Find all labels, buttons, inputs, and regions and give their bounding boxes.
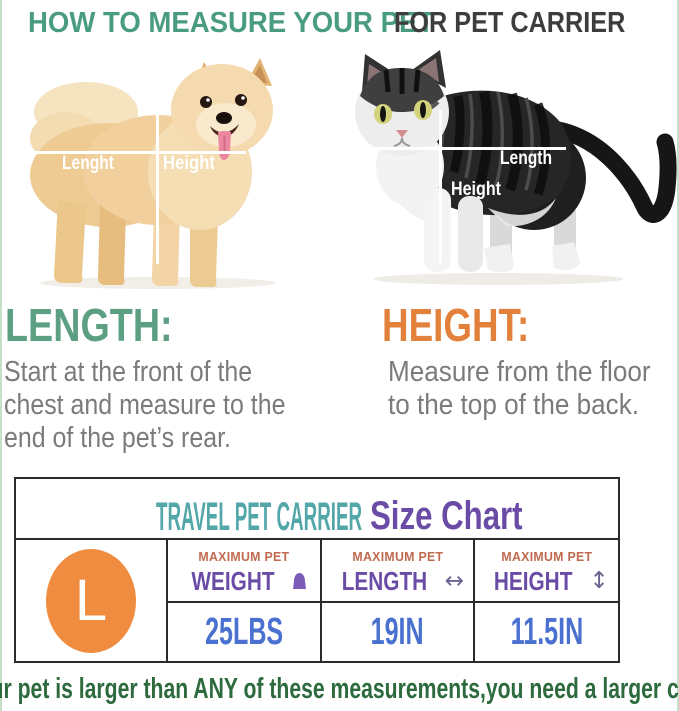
cat-measurement-crosshair: Length Height (368, 110, 566, 263)
weight-value: 25LBS (204, 610, 284, 653)
table-row-divider (166, 601, 618, 603)
dog-measurement-crosshair: Lenght Height (28, 84, 246, 264)
height-description-line: to the top of the back. (388, 389, 640, 421)
length-description: Start at the front of the chest and meas… (4, 356, 285, 455)
length-value-cell: 19IN (322, 603, 473, 661)
length-column-metric: LENGTH (341, 565, 428, 596)
horizontal-arrow-icon: ↔ (444, 567, 465, 594)
dog-length-line (28, 151, 246, 154)
height-value-cell: 11.5IN (475, 603, 618, 661)
height-description: Measure from the floor to the top of the… (388, 356, 651, 422)
length-description-line: chest and measure to the (4, 389, 286, 421)
cat-length-line (368, 147, 566, 150)
length-column-header: MAXIMUM PET LENGTH ↔ (322, 540, 473, 601)
dog-measurement-illustration: Lenght Height (28, 58, 276, 289)
footer-note: If your pet is larger than ANY of these … (0, 673, 679, 705)
dog-length-label: Lenght (62, 153, 115, 174)
cat-shadow (373, 273, 623, 285)
chart-title: Size Chart (370, 494, 523, 538)
page-title-left: HOW TO MEASURE YOUR PET (28, 7, 435, 39)
weight-column-header: MAXIMUM PET WEIGHT (168, 540, 320, 601)
cat-measurement-illustration: Length Height (355, 50, 677, 285)
right-edge-line (677, 0, 679, 711)
weight-column-toplabel: MAXIMUM PET (198, 548, 290, 564)
table-column-divider (166, 540, 168, 661)
weight-column-metric: WEIGHT (191, 565, 275, 596)
length-column-toplabel: MAXIMUM PET (352, 548, 443, 564)
height-value: 11.5IN (510, 610, 583, 653)
height-column-metric: HEIGHT (494, 565, 573, 596)
cat-tail (549, 121, 677, 223)
table-column-divider (320, 540, 322, 661)
cat-body (355, 50, 677, 273)
weight-value-cell: 25LBS (168, 603, 320, 661)
vertical-arrow-icon: ↕ (589, 567, 609, 594)
size-chart-table: TRAVEL PET CARRIER Size Chart L MAXIMUM … (14, 477, 620, 663)
height-heading: HEIGHT: (382, 299, 530, 351)
length-value: 19IN (371, 610, 424, 653)
size-letter: L (74, 567, 108, 633)
length-heading: LENGTH: (5, 299, 173, 351)
size-badge-cell: L (16, 540, 166, 661)
chart-brand: TRAVEL PET CARRIER (156, 495, 363, 539)
size-chart-grid: TRAVEL PET CARRIER Size Chart L MAXIMUM … (16, 479, 618, 661)
cat-length-label: Length (500, 148, 552, 169)
table-header-divider (16, 538, 618, 540)
dog-height-label: Height (163, 153, 216, 174)
left-edge-line (0, 0, 2, 711)
size-badge: L (46, 548, 136, 653)
length-description-line: end of the pet’s rear. (4, 422, 231, 454)
table-column-divider (473, 540, 475, 661)
cat-height-line (439, 110, 442, 263)
dog-height-line (156, 84, 159, 264)
length-description-line: Start at the front of the (4, 356, 253, 388)
page-title-right: FOR PET CARRIER (394, 7, 626, 39)
cat-height-label: Height (451, 179, 502, 200)
height-column-toplabel: MAXIMUM PET (501, 548, 592, 564)
height-description-line: Measure from the floor (388, 356, 651, 388)
weight-icon (293, 572, 306, 589)
height-column-header: MAXIMUM PET HEIGHT ↕ (475, 540, 618, 601)
